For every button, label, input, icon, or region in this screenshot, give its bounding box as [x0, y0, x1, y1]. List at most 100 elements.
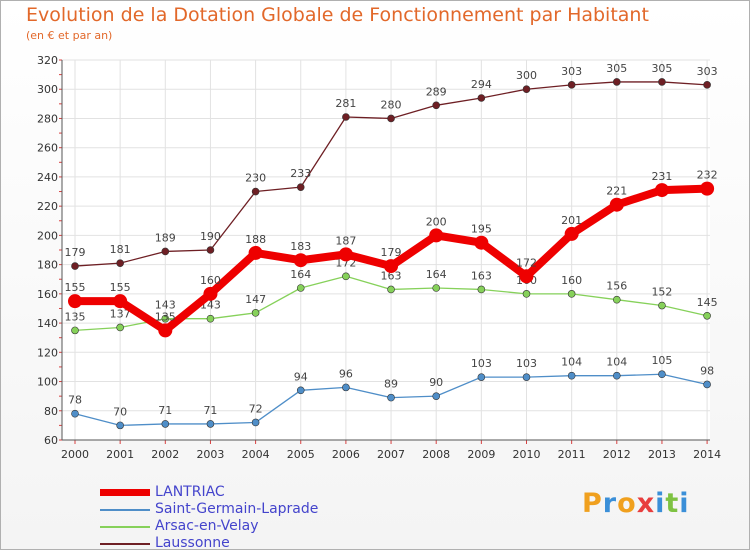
data-label: 179: [65, 246, 86, 259]
data-point: [658, 370, 666, 379]
x-tick-label: 2007: [377, 448, 405, 461]
plot-area: [62, 60, 710, 440]
data-label: 231: [651, 170, 672, 183]
data-label: 164: [426, 268, 447, 281]
legend-label: Laussonne: [155, 535, 230, 551]
data-label: 221: [606, 185, 627, 198]
data-label: 163: [471, 269, 492, 282]
data-label: 289: [426, 85, 447, 98]
x-tick-label: 2001: [106, 448, 134, 461]
logo-letter: P: [582, 488, 603, 519]
data-label: 280: [381, 98, 402, 111]
data-point: [432, 284, 441, 292]
data-point: [116, 421, 124, 430]
y-tick-label: 260: [37, 142, 58, 155]
data-point: [477, 94, 486, 102]
data-point: [432, 101, 441, 110]
data-point: [429, 228, 444, 243]
y-tick-label: 100: [37, 376, 58, 389]
y-tick-label: 120: [37, 346, 58, 359]
data-label: 155: [65, 281, 86, 294]
data-point: [432, 392, 441, 400]
data-point: [658, 78, 666, 86]
x-tick-label: 2013: [648, 448, 676, 461]
data-point: [612, 295, 621, 304]
data-label: 147: [245, 293, 266, 306]
data-point: [68, 294, 82, 309]
data-label: 303: [697, 65, 718, 78]
logo-letter: x: [636, 488, 656, 519]
data-point: [384, 259, 399, 274]
x-tick-label: 2011: [558, 448, 586, 461]
data-point: [206, 420, 215, 428]
logo-letter: o: [617, 488, 637, 519]
data-label: 233: [290, 167, 311, 180]
data-point: [113, 294, 128, 309]
data-point: [293, 253, 308, 268]
x-tick-label: 2005: [287, 448, 315, 461]
data-point: [609, 197, 624, 212]
data-point: [71, 326, 79, 335]
data-label: 305: [651, 62, 672, 75]
data-point: [522, 290, 531, 298]
data-point: [477, 285, 486, 294]
data-label: 190: [200, 230, 221, 243]
data-label: 104: [561, 356, 582, 369]
legend-swatch: [100, 489, 150, 496]
data-label: 152: [651, 286, 672, 299]
x-tick-label: 2014: [693, 448, 721, 461]
data-point: [612, 371, 621, 380]
data-point: [567, 290, 576, 298]
data-point: [342, 113, 350, 121]
legend-swatch: [100, 509, 150, 511]
data-label: 179: [381, 246, 402, 259]
data-label: 172: [516, 256, 537, 269]
data-label: 96: [339, 367, 353, 380]
data-label: 160: [200, 274, 221, 287]
y-tick-label: 140: [37, 317, 58, 330]
data-label: 72: [249, 402, 263, 415]
data-point: [158, 323, 173, 338]
data-point: [342, 272, 350, 281]
data-point: [477, 373, 486, 381]
data-label: 137: [110, 307, 131, 320]
data-point: [387, 393, 395, 402]
data-label: 195: [471, 223, 492, 236]
data-point: [296, 386, 305, 395]
y-tick-label: 320: [37, 54, 58, 67]
data-point: [296, 183, 305, 191]
legend-label: Arsac-en-Velay: [155, 518, 259, 534]
logo-letter: i: [655, 488, 666, 519]
x-tick-label: 2000: [61, 448, 89, 461]
y-tick-label: 200: [37, 229, 58, 242]
data-label: 71: [203, 404, 217, 417]
data-label: 183: [290, 240, 311, 253]
legend-swatch: [100, 526, 150, 528]
data-label: 135: [155, 310, 176, 323]
y-tick-label: 240: [37, 171, 58, 184]
data-point: [161, 247, 170, 256]
x-tick-label: 2009: [467, 448, 495, 461]
data-label: 78: [68, 394, 82, 407]
data-label: 189: [155, 231, 176, 244]
data-point: [338, 247, 353, 262]
data-point: [522, 373, 531, 381]
data-label: 104: [606, 356, 627, 369]
data-point: [203, 286, 218, 301]
data-point: [71, 409, 79, 418]
legend-label: Saint-Germain-Laprade: [155, 501, 319, 517]
y-tick-label: 280: [37, 112, 58, 125]
x-tick-label: 2006: [332, 448, 360, 461]
x-tick-label: 2012: [603, 448, 631, 461]
data-point: [703, 380, 711, 389]
page-subtitle: (en € et par an): [26, 29, 113, 42]
data-label: 143: [155, 299, 176, 312]
x-tick-label: 2004: [242, 448, 270, 461]
data-point: [564, 226, 579, 241]
data-point: [387, 285, 395, 294]
series-lantriac: 155 155 135 160 188 183 187 179 200 195 172 201 221 2…: [65, 169, 718, 338]
data-label: 230: [245, 172, 266, 185]
logo-letter: t: [665, 488, 680, 519]
x-tick-label: 2002: [151, 448, 179, 461]
